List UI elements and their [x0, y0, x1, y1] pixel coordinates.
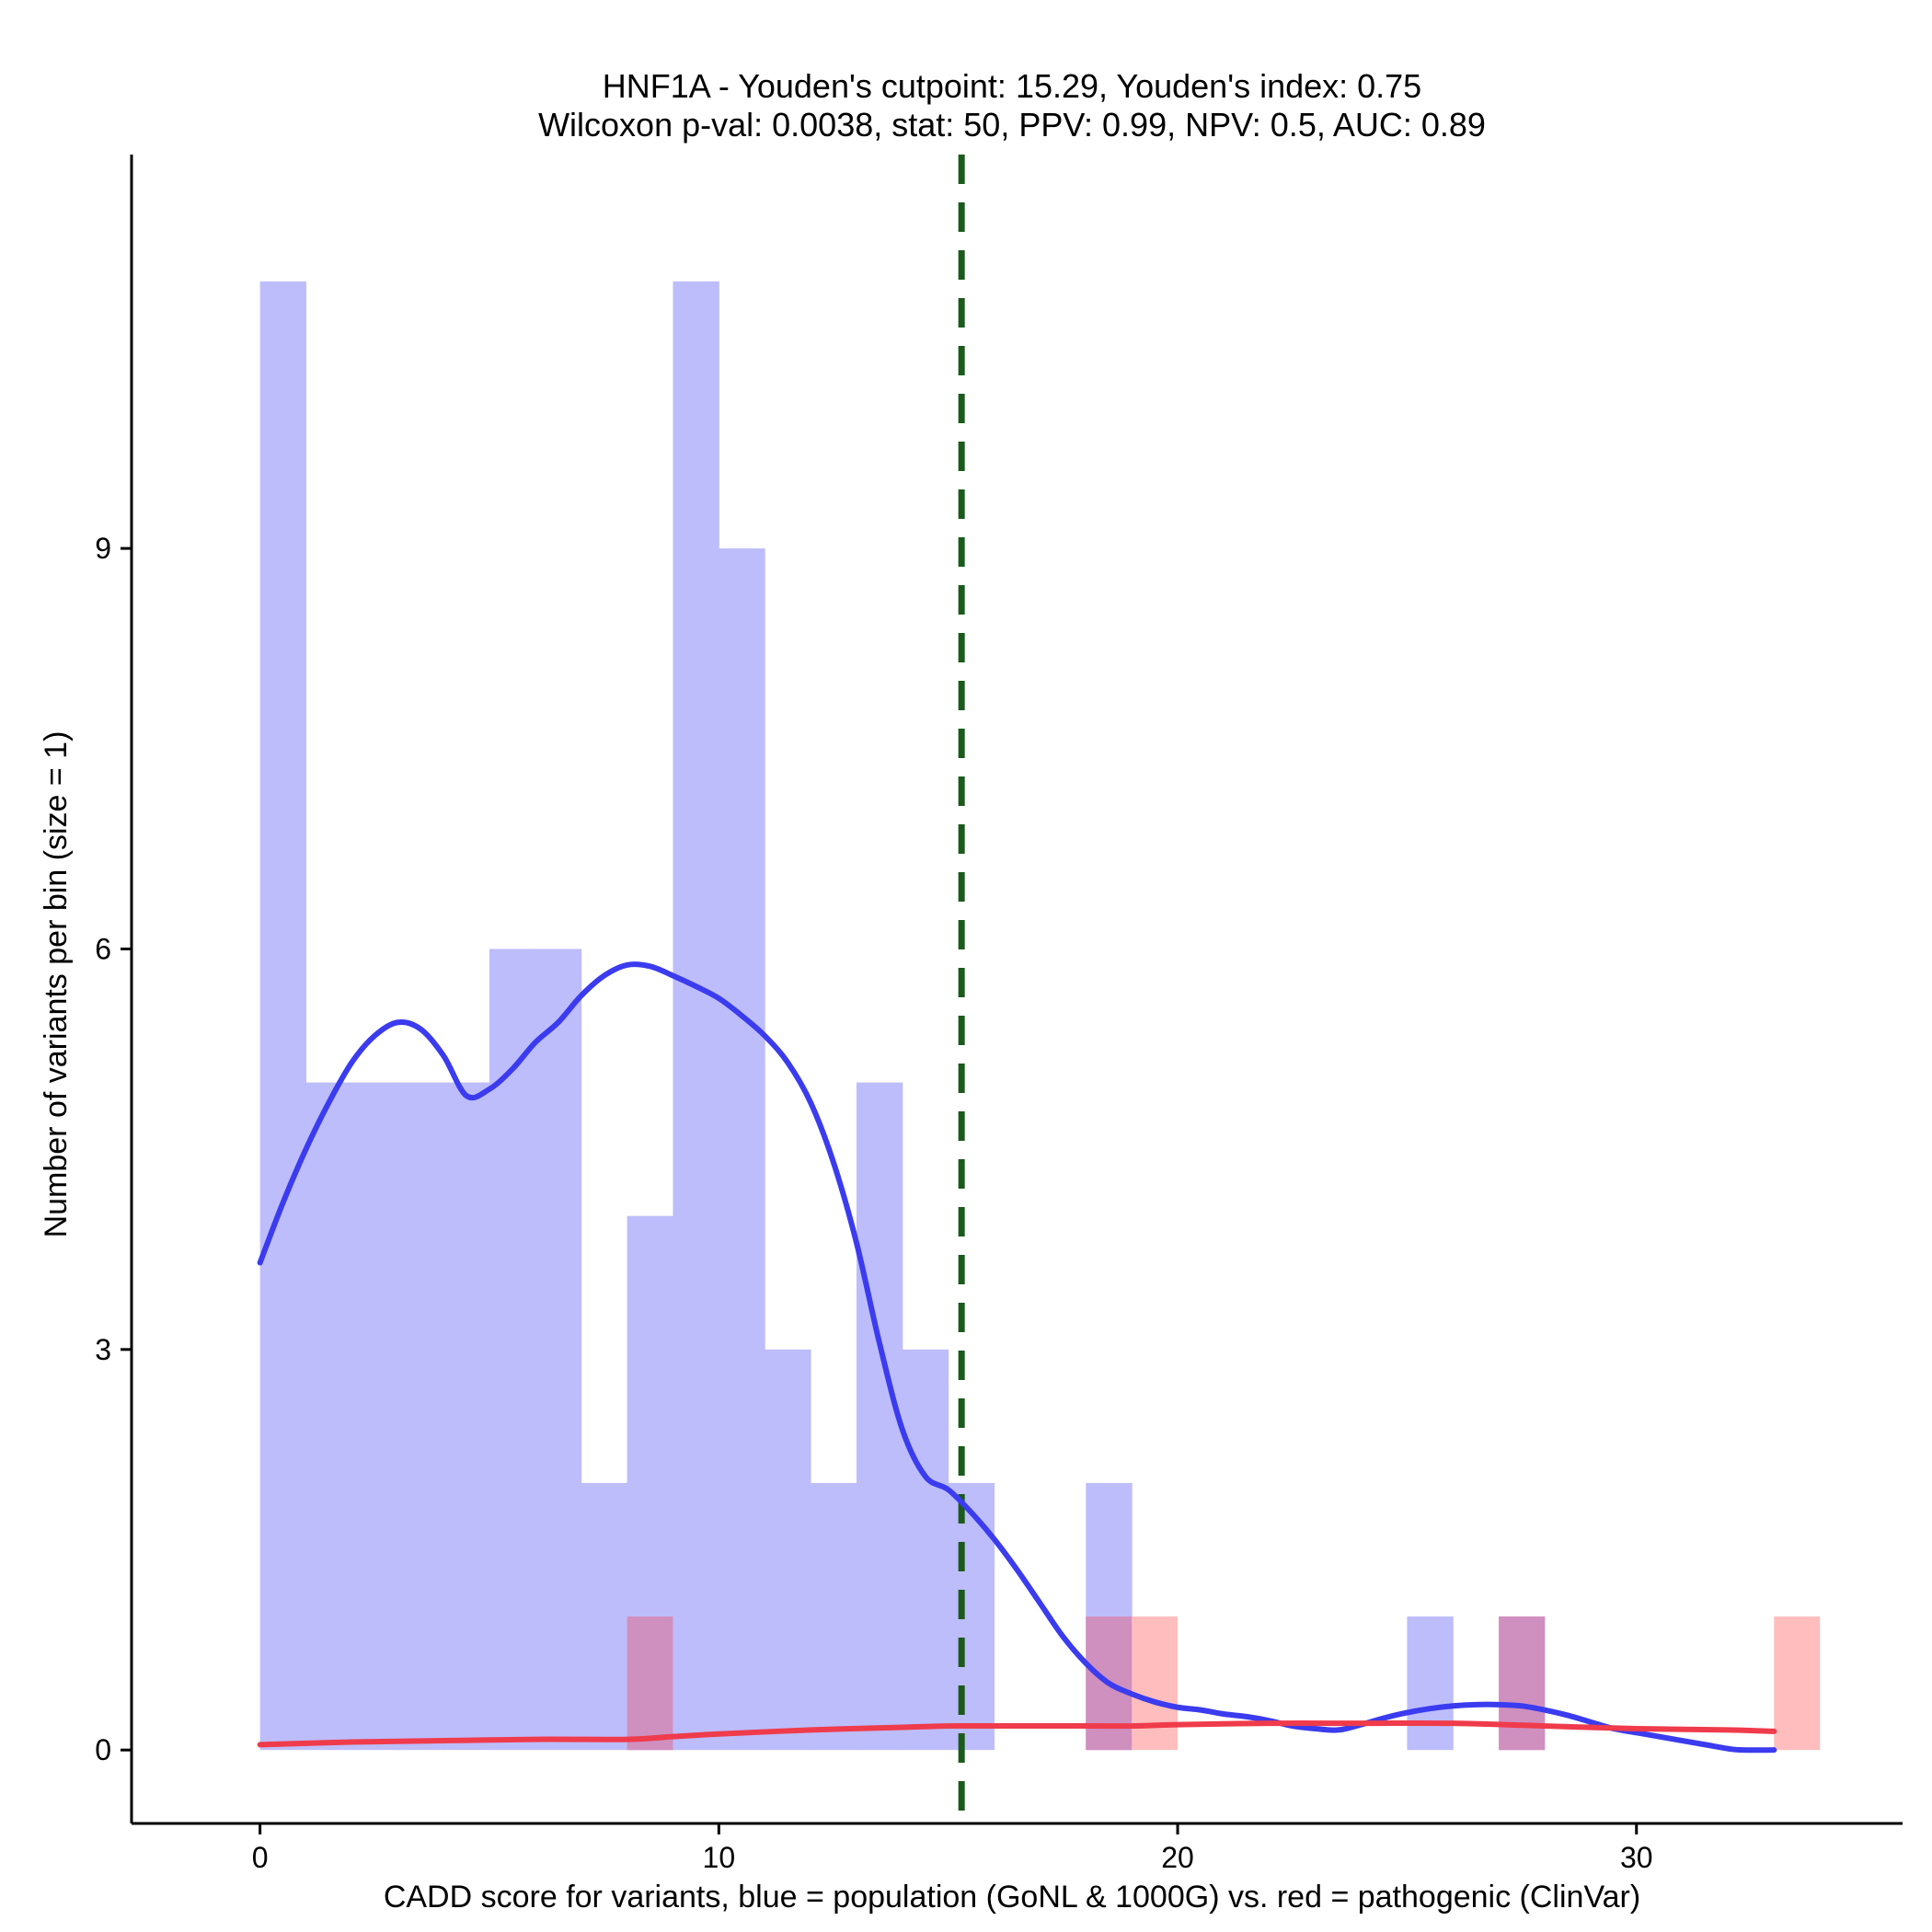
y-tick-label-0: 0 — [95, 1733, 111, 1766]
pathogenic-bar-4 — [1774, 1616, 1821, 1751]
x-tick-label-2: 20 — [1161, 1841, 1194, 1874]
population-bar-0 — [259, 281, 307, 1751]
population-bar-3 — [397, 1082, 444, 1751]
population-bar-7 — [581, 1482, 628, 1751]
population-bar-17 — [1407, 1616, 1454, 1751]
population-bar-4 — [443, 1082, 490, 1751]
population-bar-13 — [856, 1082, 903, 1751]
population-bar-15 — [948, 1482, 995, 1751]
y-axis-ticks: 0 3 6 9 — [95, 532, 132, 1766]
x-tick-label-3: 30 — [1620, 1841, 1653, 1874]
population-bar-6 — [535, 949, 582, 1751]
y-axis-title: Number of variants per bin (size = 1) — [39, 731, 74, 1238]
population-bar-11 — [765, 1349, 811, 1751]
overlap-bar-3 — [1499, 1616, 1546, 1751]
population-bar-12 — [811, 1482, 857, 1751]
x-axis-ticks: 0 10 20 30 — [252, 1823, 1653, 1874]
overlap-bar-0 — [627, 1616, 673, 1751]
y-tick-label-3: 9 — [95, 532, 111, 565]
density-curve-0 — [257, 961, 1777, 1754]
density-curves — [257, 961, 1777, 1754]
x-tick-label-0: 0 — [252, 1841, 269, 1874]
population-bar-1 — [305, 1082, 352, 1751]
density-curve-1 — [257, 1719, 1777, 1748]
chart-title: HNF1A - Youden's cutpoint: 15.29, Youden… — [603, 67, 1421, 105]
population-bar-2 — [351, 1082, 398, 1751]
pathogenic-bar-2 — [1132, 1616, 1179, 1751]
population-bars — [259, 281, 1546, 1751]
y-tick-label-1: 3 — [95, 1333, 111, 1366]
population-bar-10 — [719, 548, 765, 1751]
population-bar-14 — [902, 1349, 949, 1751]
chart-subtitle: Wilcoxon p-val: 0.0038, stat: 50, PPV: 0… — [538, 106, 1486, 144]
x-axis-title: CADD score for variants, blue = populati… — [384, 1880, 1640, 1915]
population-bar-9 — [673, 281, 719, 1751]
x-tick-label-1: 10 — [703, 1841, 736, 1874]
y-tick-label-2: 6 — [95, 932, 111, 965]
